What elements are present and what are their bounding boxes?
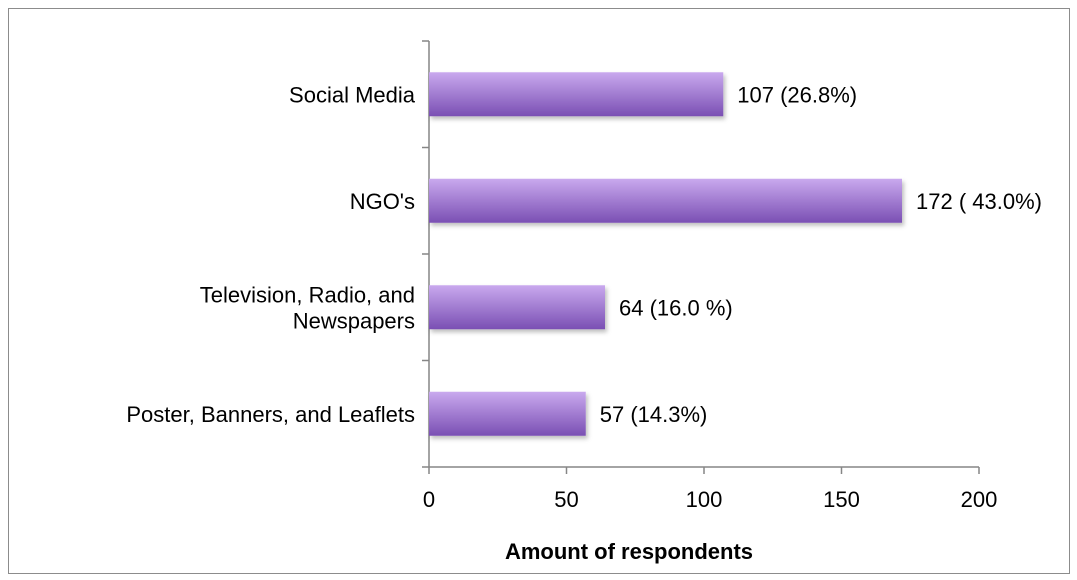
- labels: 0 50 100 150 200 Social Media 107 (26.8%) NGO's…: [126, 82, 1042, 512]
- category-label: Television, Radio, and Newspapers: [200, 282, 415, 333]
- x-tick-label: 50: [554, 487, 578, 512]
- data-label: 64 (16.0 %): [619, 295, 733, 320]
- bar: [429, 285, 605, 330]
- bar: [429, 178, 902, 223]
- bar-chart: 0 50 100 150 200 Social Media 107 (26.8%) NGO's…: [126, 40, 1042, 564]
- chart-frame: 0 50 100 150 200 Social Media 107 (26.8%) NGO's…: [8, 8, 1070, 574]
- x-axis-title: Amount of respondents: [505, 539, 753, 564]
- category-label: NGO's: [350, 189, 415, 214]
- bars: [429, 72, 902, 436]
- data-label: 57 (14.3%): [600, 402, 708, 427]
- x-tick-label: 0: [423, 487, 435, 512]
- data-label: 107 (26.8%): [737, 82, 857, 107]
- category-label: Social Media: [289, 82, 416, 107]
- data-label: 172 ( 43.0%): [916, 189, 1042, 214]
- bar: [429, 72, 724, 117]
- x-tick-label: 200: [961, 487, 998, 512]
- x-tick-label: 150: [823, 487, 860, 512]
- bar: [429, 391, 586, 436]
- category-label: Poster, Banners, and Leaflets: [126, 402, 415, 427]
- x-tick-label: 100: [686, 487, 723, 512]
